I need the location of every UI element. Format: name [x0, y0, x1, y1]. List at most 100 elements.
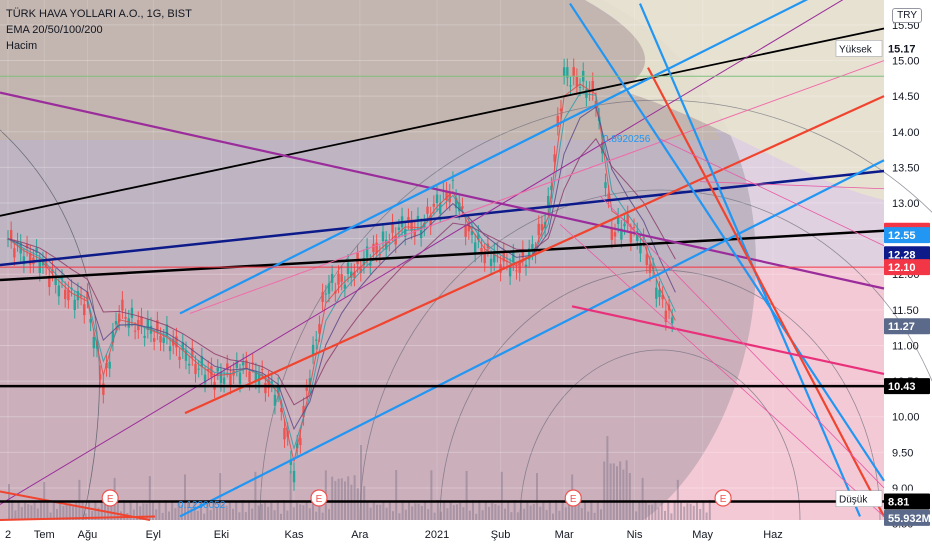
volume-bar	[552, 513, 554, 520]
candle	[499, 264, 502, 273]
candle	[315, 339, 318, 341]
volume-bar	[260, 504, 263, 520]
candle	[489, 258, 493, 266]
volume-bar	[171, 500, 174, 520]
volume-bar	[568, 502, 570, 520]
volume-bar	[164, 500, 167, 520]
currency-button[interactable]: TRY	[892, 8, 922, 23]
volume-bar	[132, 509, 135, 520]
volume-bar	[500, 471, 503, 520]
y-tick-label: 9.50	[892, 447, 913, 459]
candle	[353, 272, 356, 278]
price-label-name: Düşük	[839, 495, 868, 506]
volume-bar	[267, 506, 270, 520]
y-tick-label: 14.50	[892, 91, 920, 103]
candle	[289, 459, 293, 465]
volume-bar	[369, 507, 372, 520]
candle	[623, 223, 626, 227]
candle	[639, 243, 642, 254]
candle	[108, 361, 111, 369]
candle	[375, 242, 378, 254]
price-label-box	[884, 259, 930, 276]
indicator-label[interactable]: EMA 20/50/100/200	[6, 24, 103, 36]
y-tick-label: 11.00	[892, 340, 919, 352]
volume-bar	[465, 470, 468, 520]
volume-bar	[654, 502, 657, 520]
volume-bar	[638, 500, 641, 520]
volume-bar	[116, 500, 119, 520]
candle	[159, 335, 162, 343]
volume-bar	[587, 511, 590, 520]
candle	[534, 250, 537, 255]
volume-bar	[289, 470, 292, 520]
candle	[524, 264, 528, 268]
ema-line	[7, 137, 676, 406]
trend-line	[0, 490, 151, 521]
candle	[270, 381, 273, 384]
symbol-title[interactable]: TÜRK HAVA YOLLARI A.O., 1G, BIST	[6, 8, 192, 20]
volume-bar	[232, 508, 234, 520]
candle	[365, 246, 369, 258]
candle	[620, 228, 623, 240]
volume-label[interactable]: Hacim	[6, 40, 38, 52]
x-tick-label: Kas	[285, 529, 304, 541]
candle	[73, 299, 76, 311]
volume-bar	[628, 473, 631, 520]
volume-bar	[385, 507, 388, 520]
volume-bar	[699, 508, 702, 520]
candle	[604, 182, 607, 189]
candle	[207, 368, 210, 372]
candle	[321, 292, 324, 303]
volume-bar	[222, 503, 225, 520]
candle	[238, 372, 242, 384]
volume-bar	[612, 463, 615, 520]
volume-bar	[136, 501, 138, 520]
volume-bar	[676, 479, 679, 520]
volume-bar	[81, 500, 84, 520]
candle	[575, 76, 579, 87]
volume-bar	[49, 512, 52, 520]
volume-bar	[27, 504, 30, 520]
volume-bar	[356, 488, 359, 520]
candle	[340, 274, 343, 282]
volume-bar	[238, 512, 241, 520]
fib-arc	[519, 349, 801, 521]
volume-bar	[574, 505, 577, 520]
volume-bar	[158, 500, 161, 520]
volume-bar	[216, 506, 218, 520]
volume-bar	[625, 460, 628, 520]
candle	[419, 226, 423, 239]
candle	[648, 264, 652, 273]
volume-bar	[206, 500, 209, 520]
volume-bar	[161, 512, 164, 520]
candle	[48, 275, 51, 287]
x-tick-label: Mar	[555, 529, 574, 541]
volume-bar	[180, 505, 183, 520]
volume-bar	[411, 506, 414, 520]
candle	[477, 233, 480, 240]
fib-arc	[359, 189, 932, 521]
candle	[273, 394, 277, 406]
candle	[67, 290, 70, 301]
volume-bar	[209, 510, 212, 520]
volume-bar	[660, 500, 663, 520]
volume-bar	[315, 511, 318, 520]
volume-bar	[404, 509, 407, 520]
volume-bar	[340, 478, 343, 520]
candle	[359, 268, 362, 273]
volume-bar	[257, 505, 260, 520]
candle	[327, 283, 331, 294]
candle	[369, 262, 372, 266]
candle	[607, 193, 610, 200]
candle	[537, 223, 540, 236]
volume-bar	[392, 511, 394, 520]
volume-bar	[280, 513, 282, 520]
candle	[241, 362, 245, 366]
volume-bar	[91, 510, 94, 520]
x-tick-label: Ağu	[78, 529, 98, 541]
volume-bar	[414, 503, 417, 520]
y-tick-label: 14.00	[892, 127, 920, 139]
candle	[264, 382, 267, 394]
